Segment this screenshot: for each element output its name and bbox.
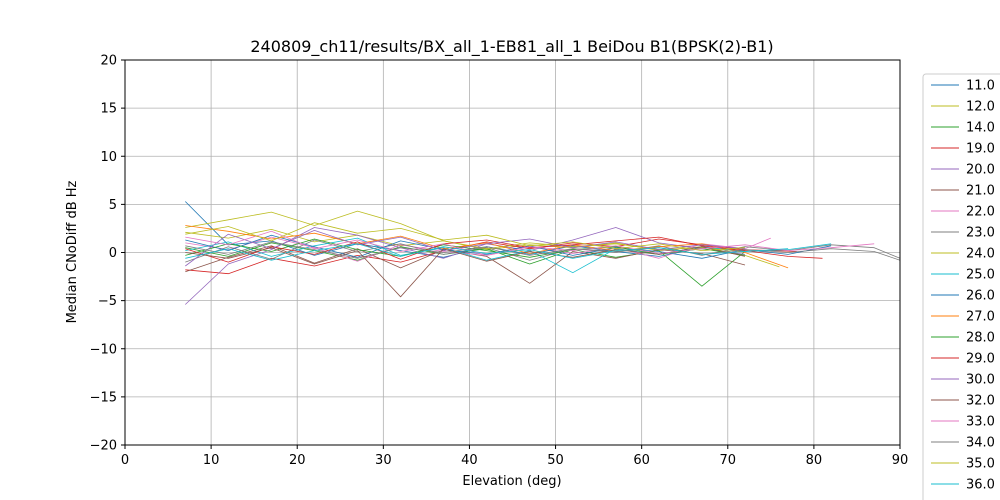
series-line-25.0: [185, 237, 832, 274]
chart-title: 240809_ch11/results/BX_all_1-EB81_all_1 …: [250, 37, 773, 57]
y-tick-label: 15: [100, 102, 117, 117]
y-tick-label: −20: [90, 439, 117, 454]
series-line-35.0: [185, 222, 746, 252]
legend-label: 34.0: [966, 436, 995, 451]
x-tick-label: 60: [633, 453, 650, 468]
legend-frame: [922, 73, 1000, 500]
series-line-33.0: [185, 230, 875, 256]
series-line-26.0: [185, 234, 832, 259]
series-line-14.0: [185, 242, 746, 287]
x-tick-label: 40: [461, 453, 478, 468]
x-tick-label: 10: [203, 453, 220, 468]
legend-label: 30.0: [966, 373, 995, 388]
y-tick-label: −15: [90, 390, 117, 405]
legend-label: 26.0: [966, 289, 995, 304]
y-tick-label: 10: [100, 150, 117, 165]
series-line-29.0: [185, 236, 823, 263]
legend-label: 23.0: [966, 226, 995, 241]
series-line-34.0: [185, 241, 901, 261]
legend-label: 14.0: [966, 121, 995, 136]
legend-label: 28.0: [966, 331, 995, 346]
x-tick-label: 0: [121, 453, 129, 468]
x-axis-label: Elevation (deg): [462, 474, 561, 489]
x-tick-label: 70: [720, 453, 737, 468]
legend-label: 22.0: [966, 205, 995, 220]
series-line-28.0: [185, 238, 746, 258]
legend-label: 32.0: [966, 394, 995, 409]
legend-label: 21.0: [966, 184, 995, 199]
y-tick-label: 0: [109, 246, 117, 261]
x-tick-label: 20: [289, 453, 306, 468]
y-axis-label: Median CNoDiff dB Hz: [65, 180, 80, 323]
axes: 0 10 20 30 40 50 60 70 80 90 −20 −15 −10 −5 0 5 10 15 20: [90, 54, 909, 469]
series-line-32.0: [185, 246, 746, 298]
plot-area: [185, 201, 901, 305]
legend-label: 36.0: [966, 478, 995, 493]
legend-label: 25.0: [966, 268, 995, 283]
legend-label: 19.0: [966, 142, 995, 157]
legend-label: 29.0: [966, 352, 995, 367]
legend-label: 12.0: [966, 100, 995, 115]
x-tick-label: 30: [375, 453, 392, 468]
x-tick-label: 50: [547, 453, 564, 468]
y-tick-label: −5: [98, 294, 117, 309]
legend-label: 24.0: [966, 247, 995, 262]
series-line-11.0: [185, 201, 746, 258]
x-tick-label: 90: [892, 453, 909, 468]
series-line-36.0: [185, 243, 789, 261]
legend-label: 33.0: [966, 415, 995, 430]
legend: 11.0 12.0 14.0 19.0 20.0 21.0 22.0 23.0 24.0 25.0…: [922, 73, 1000, 500]
legend-label: 27.0: [966, 310, 995, 325]
x-tick-label: 80: [806, 453, 823, 468]
legend-label: 35.0: [966, 457, 995, 472]
y-tick-label: 5: [109, 198, 117, 213]
legend-label: 11.0: [966, 79, 995, 94]
y-tick-label: 20: [100, 54, 117, 69]
legend-label: 20.0: [966, 163, 995, 178]
y-tick-label: −10: [90, 342, 117, 357]
